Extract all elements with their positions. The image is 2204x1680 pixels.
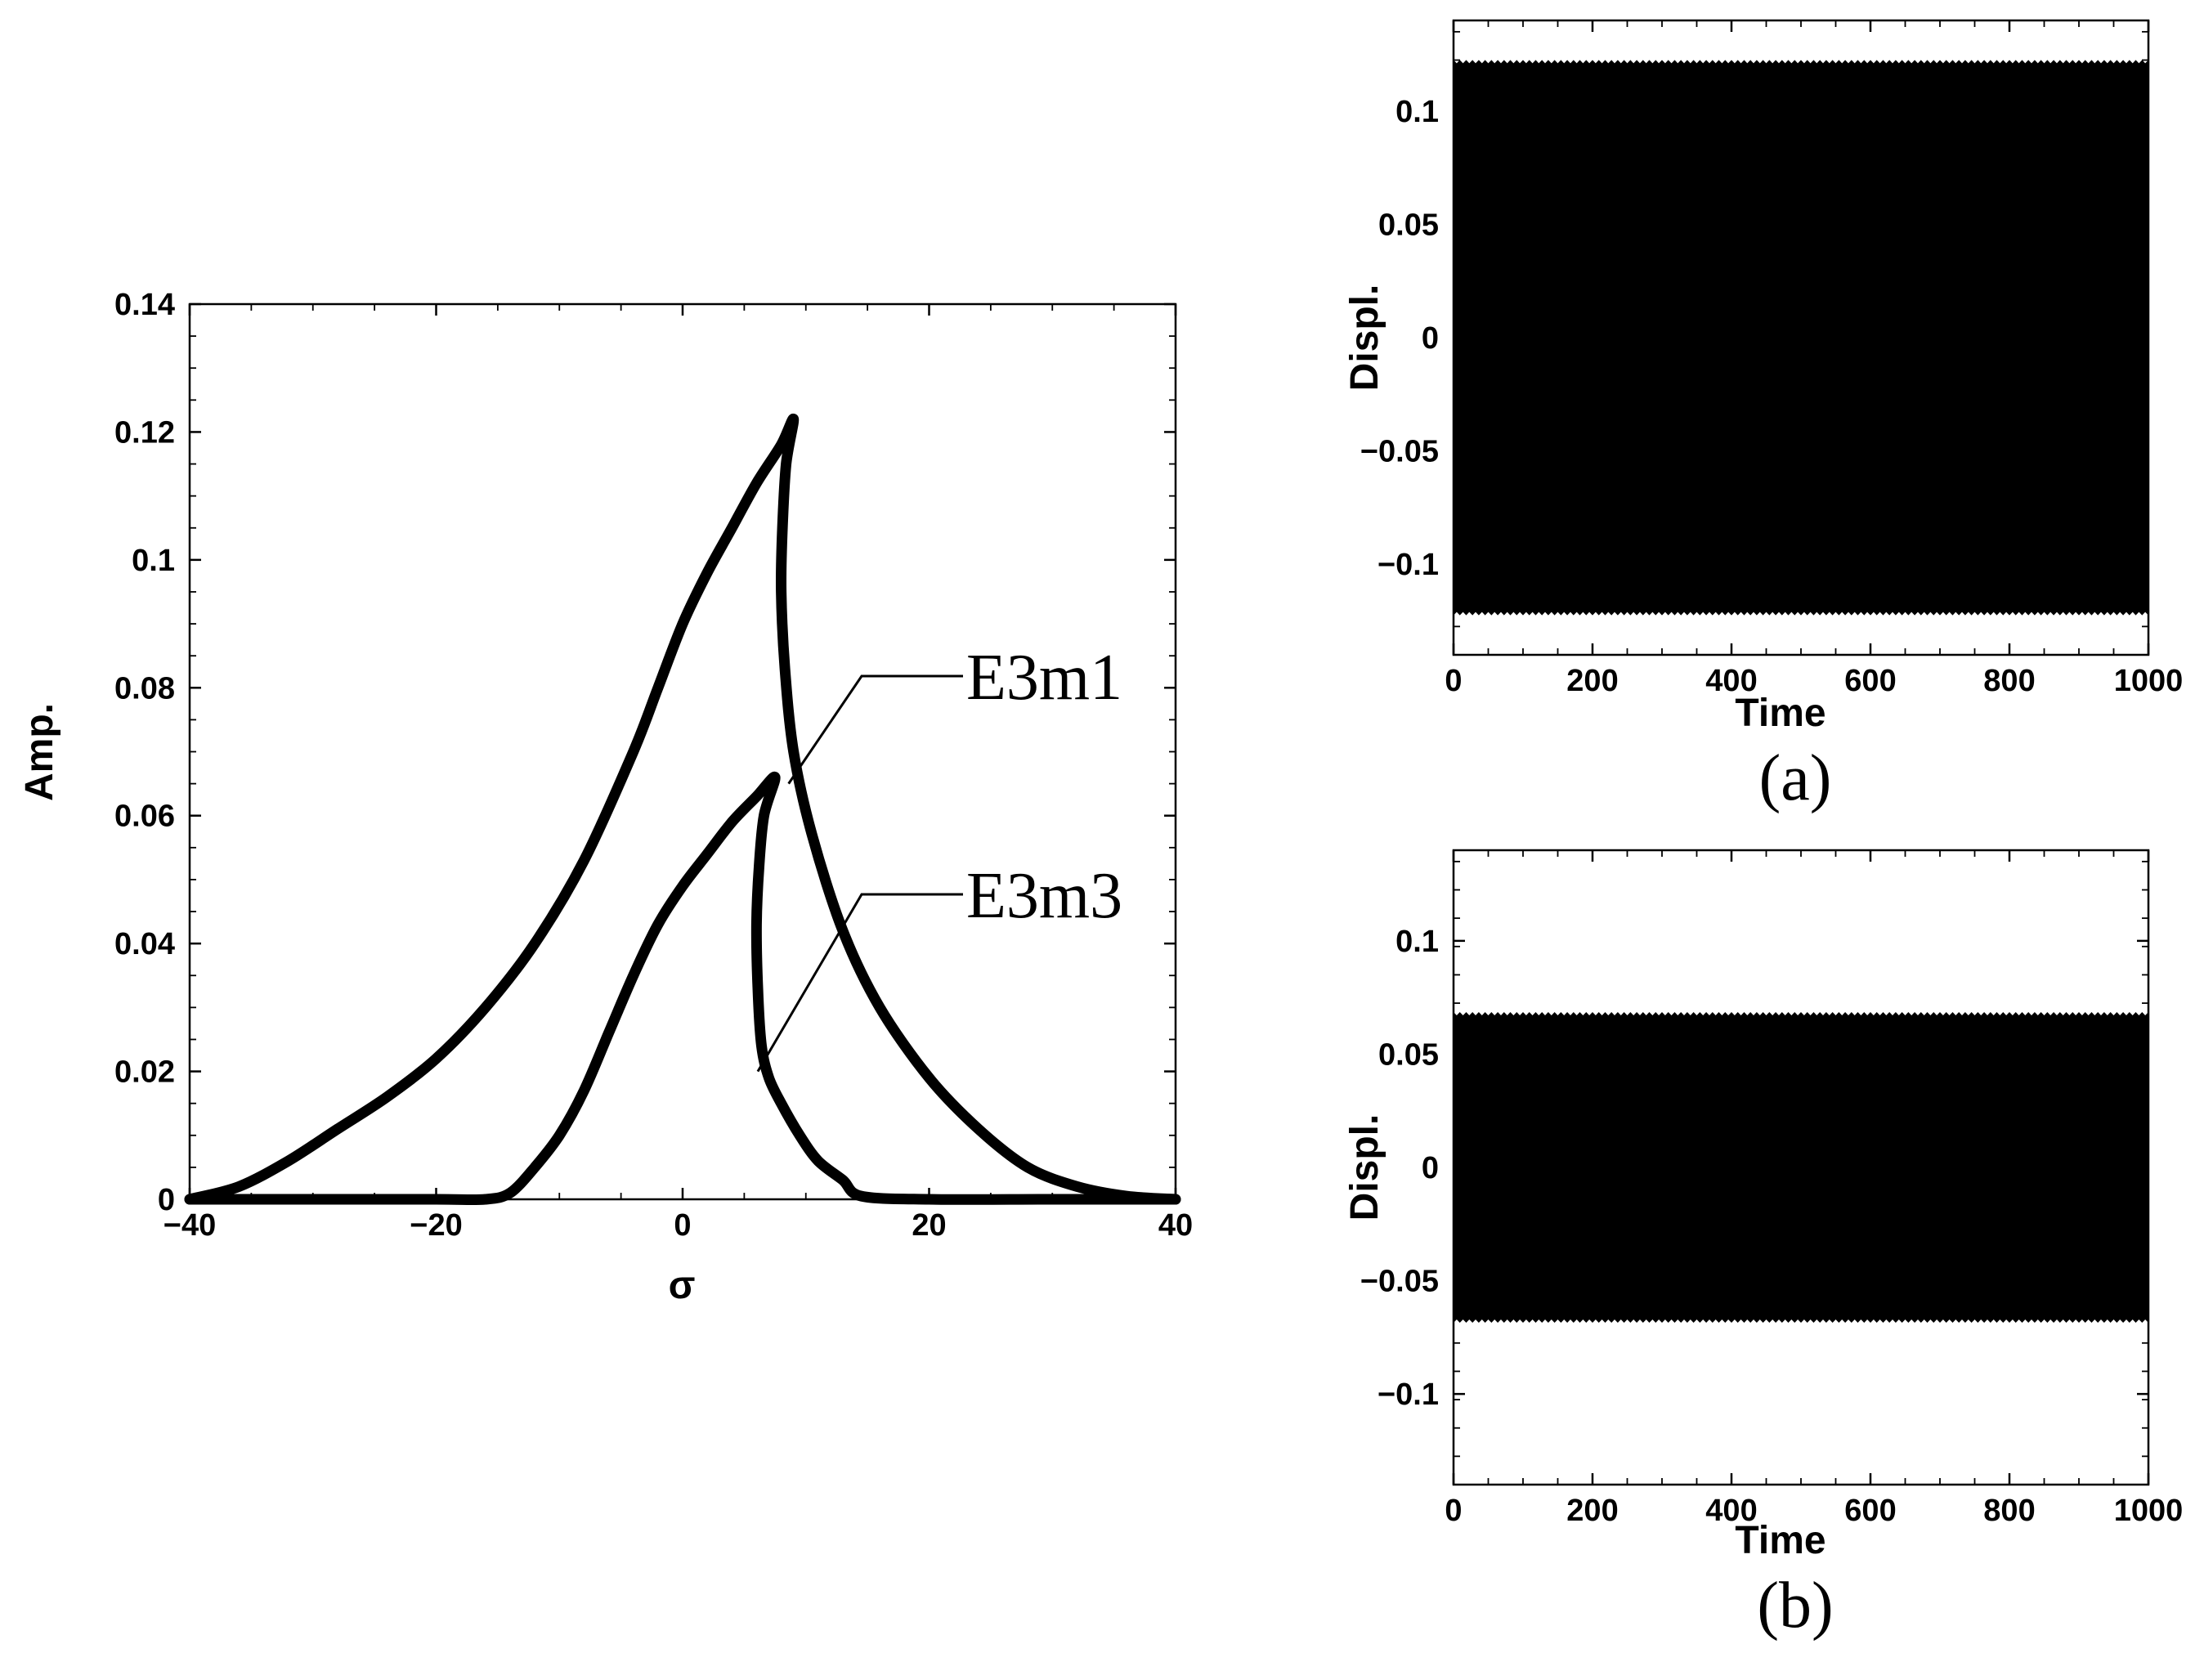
plot-frame xyxy=(188,302,1177,1201)
chart-amplitude-frequency: −40 −20 0 20 40 0 0.02 0.04 0.06 0.08 0.1 0.12 0.14… xyxy=(18,288,1193,1307)
y-tick-label: 0.12 xyxy=(114,415,175,450)
y-tick-label: −0.05 xyxy=(1360,1265,1439,1299)
x-tick-label: 800 xyxy=(1983,664,2035,698)
x-tick-label: 0 xyxy=(1445,664,1462,698)
x-ticks: 0 200 400 600 800 1000 xyxy=(1445,850,2183,1528)
x-tick-label: 200 xyxy=(1566,664,1618,698)
y-tick-label: 0.08 xyxy=(114,671,175,706)
chart-time-history-a: 0 200 400 600 800 1000 −0.1 −0.05 0 0.05 0.1 Time… xyxy=(1343,19,2183,814)
y-axis-label: Displ. xyxy=(1343,1114,1386,1221)
y-ticks: 0 0.02 0.04 0.06 0.08 0.1 0.12 0.14 xyxy=(114,288,1176,1217)
x-tick-label: 600 xyxy=(1844,1494,1896,1528)
y-tick-label: 0.05 xyxy=(1378,208,1439,242)
displacement-signal xyxy=(1454,60,2148,616)
panel-label-a: (a) xyxy=(1759,742,1832,814)
series-line-e3m1 xyxy=(184,414,1181,1205)
x-tick-label: 40 xyxy=(1158,1208,1193,1243)
x-tick-label: 600 xyxy=(1844,664,1896,698)
x-tick-label: 800 xyxy=(1983,1494,2035,1528)
y-tick-label: 0.04 xyxy=(114,927,175,961)
y-tick-label: 0.05 xyxy=(1378,1037,1439,1072)
x-axis-label: Time xyxy=(1735,1519,1825,1562)
x-tick-label: 1000 xyxy=(2114,1494,2184,1528)
x-tick-label: 0 xyxy=(1445,1494,1462,1528)
x-ticks: −40 −20 0 20 40 xyxy=(164,304,1193,1243)
displacement-envelope xyxy=(1454,60,2148,616)
annotations: E3m1 E3m3 xyxy=(756,642,1122,1073)
y-tick-label: 0 xyxy=(158,1183,175,1217)
x-tick-label: 1000 xyxy=(2114,664,2184,698)
y-ticks: −0.1 −0.05 0 0.05 0.1 xyxy=(1360,95,2148,582)
panel-label-b: (b) xyxy=(1757,1570,1833,1642)
y-tick-label: 0.1 xyxy=(1395,95,1439,129)
y-ticks: −0.1 −0.05 0 0.05 0.1 xyxy=(1360,925,2148,1412)
x-tick-label: −20 xyxy=(410,1208,462,1243)
annotation-label: E3m1 xyxy=(966,642,1122,714)
x-tick-label: −40 xyxy=(164,1208,216,1243)
annotation-label: E3m3 xyxy=(966,860,1122,932)
y-tick-label: 0.1 xyxy=(132,544,175,578)
x-tick-label: 200 xyxy=(1566,1494,1618,1528)
series-lines xyxy=(184,414,1181,1206)
annotation-leader xyxy=(787,674,963,785)
x-tick-label: 0 xyxy=(674,1208,691,1243)
x-tick-label: 20 xyxy=(912,1208,946,1243)
y-tick-label: 0.14 xyxy=(114,288,175,322)
y-tick-label: −0.05 xyxy=(1360,435,1439,469)
displacement-envelope xyxy=(1454,1012,2148,1323)
displacement-signal xyxy=(1454,1012,2148,1323)
y-tick-label: 0 xyxy=(1422,1151,1439,1185)
y-axis-label: Displ. xyxy=(1343,284,1386,392)
y-tick-label: −0.1 xyxy=(1378,548,1439,582)
chart-time-history-b: 0 200 400 600 800 1000 −0.1 −0.05 0 0.05 0.1 Time… xyxy=(1343,849,2183,1642)
y-tick-label: 0 xyxy=(1422,321,1439,356)
y-tick-label: −0.1 xyxy=(1378,1378,1439,1412)
x-ticks: 0 200 400 600 800 1000 xyxy=(1445,20,2183,698)
series-line-e3m3 xyxy=(184,771,1181,1206)
x-axis-label: σ xyxy=(669,1264,696,1307)
y-tick-label: 0.1 xyxy=(1395,925,1439,959)
x-tick-label: 400 xyxy=(1705,664,1757,698)
annotation-leader xyxy=(756,893,963,1073)
y-axis-label: Amp. xyxy=(18,703,61,801)
y-tick-label: 0.02 xyxy=(114,1055,175,1090)
x-tick-label: 400 xyxy=(1705,1494,1757,1528)
minor-ticks xyxy=(190,303,1176,1200)
x-axis-label: Time xyxy=(1735,692,1825,735)
y-tick-label: 0.06 xyxy=(114,800,175,834)
